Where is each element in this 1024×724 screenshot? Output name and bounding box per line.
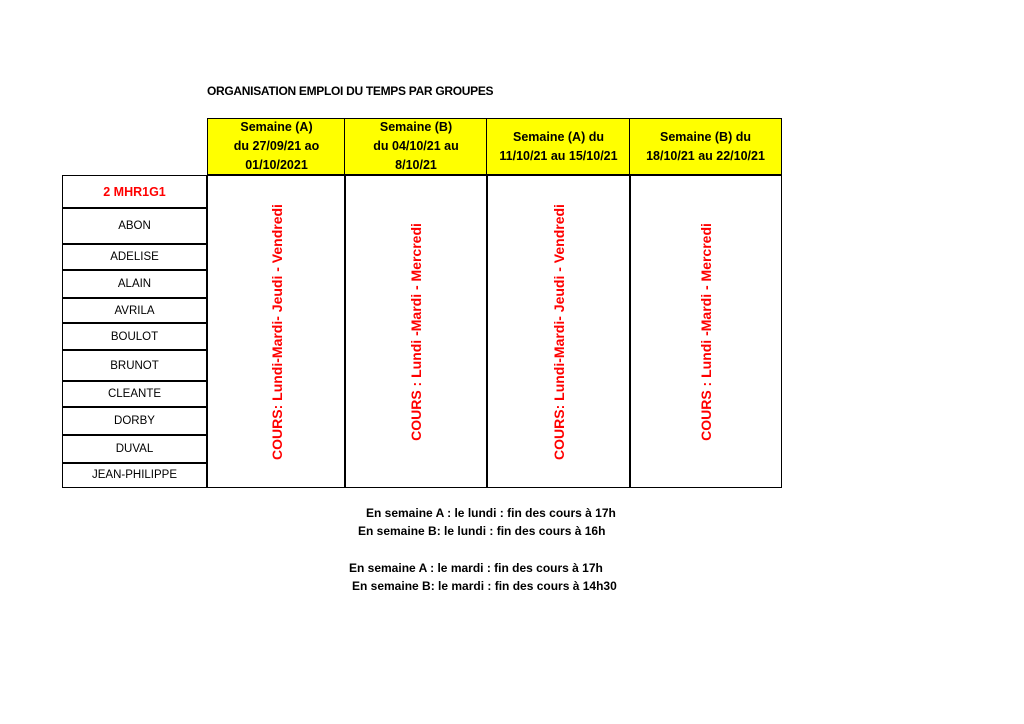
week-header-4: Semaine (B) du 18/10/21 au 22/10/21: [629, 118, 782, 175]
student-name: AVRILA: [62, 297, 207, 324]
week-cell-2: COURS : Lundi -Mardi - Mercredi: [344, 175, 488, 488]
group-name: 2 MHR1G1: [62, 175, 207, 209]
week-header-1: Semaine (A) du 27/09/21 ao 01/10/2021: [207, 118, 346, 175]
student-name: JEAN-PHILIPPE: [62, 462, 207, 488]
week-label: Semaine (B) du: [659, 129, 751, 144]
page-title: ORGANISATION EMPLOI DU TEMPS PAR GROUPES: [207, 84, 494, 98]
student-name: CLEANTE: [62, 380, 207, 408]
note: En semaine B: le lundi : fin des cours à…: [358, 524, 606, 538]
student-name: ABON: [62, 207, 207, 245]
course-days: COURS : Lundi -Mardi - Mercredi: [408, 222, 424, 441]
week-cell-4: COURS : Lundi -Mardi - Mercredi: [629, 175, 782, 488]
course-days: COURS : Lundi -Mardi - Mercredi: [697, 222, 714, 441]
week-header-2: Semaine (B) du 04/10/21 au 8/10/21: [344, 118, 488, 175]
student-name: DUVAL: [62, 434, 207, 464]
student-name: ALAIN: [62, 269, 207, 299]
student-name: BRUNOT: [62, 349, 207, 382]
week-dates: du 04/10/21 au: [373, 139, 459, 153]
note: En semaine A : le lundi : fin des cours …: [366, 506, 616, 520]
week-label: Semaine (A) du: [512, 129, 604, 144]
week-dates: 18/10/21 au 22/10/21: [646, 148, 765, 163]
course-days: COURS: Lundi-Mardi- Jeudi - Vendredi: [268, 203, 285, 460]
week-cell-3: COURS: Lundi-Mardi- Jeudi - Vendredi: [486, 175, 631, 488]
week-dates: 8/10/21: [395, 158, 437, 172]
week-cell-1: COURS: Lundi-Mardi- Jeudi - Vendredi: [207, 175, 346, 488]
note: En semaine B: le mardi : fin des cours à…: [352, 579, 617, 593]
week-header-3: Semaine (A) du 11/10/21 au 15/10/21: [486, 118, 631, 175]
week-dates: 01/10/2021: [245, 158, 308, 172]
week-dates: du 27/09/21 ao: [233, 139, 320, 153]
week-label: Semaine (B): [379, 120, 453, 134]
student-name: BOULOT: [62, 322, 207, 351]
student-name: ADELISE: [62, 243, 207, 271]
note: En semaine A : le mardi : fin des cours …: [349, 561, 603, 575]
student-name: DORBY: [62, 406, 207, 436]
course-days: COURS: Lundi-Mardi- Jeudi - Vendredi: [550, 203, 567, 460]
week-label: Semaine (A): [240, 120, 313, 134]
week-dates: 11/10/21 au 15/10/21: [499, 148, 618, 163]
